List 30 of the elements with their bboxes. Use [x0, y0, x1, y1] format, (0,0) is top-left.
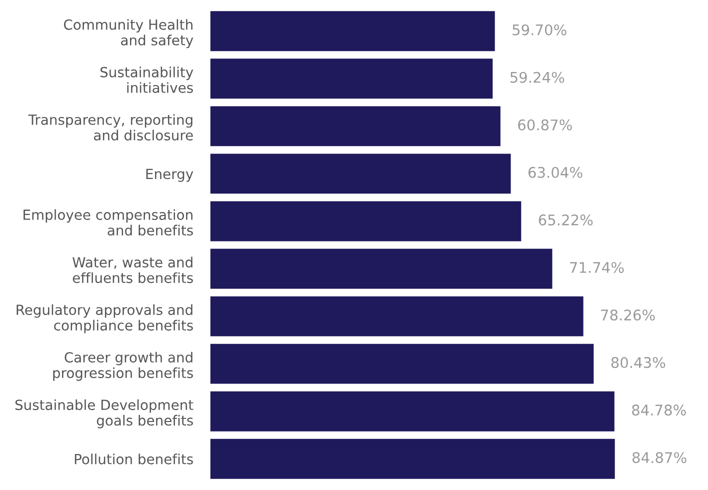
bar: [210, 344, 594, 384]
y-tick-label: Water, waste and effluents benefits: [72, 256, 193, 284]
data-label: 78.26%: [601, 309, 655, 321]
data-label: 80.43%: [611, 357, 666, 368]
y-tick-label: Employee compensation and benefits: [24, 209, 193, 236]
data-label: 59.24%: [510, 72, 564, 83]
y-tick-label: Career growth and progression benefits: [53, 352, 193, 381]
y-tick-label: Transparency, reporting and disclosure: [28, 114, 193, 140]
bar: [210, 438, 615, 479]
data-label: 65.22%: [538, 214, 593, 226]
data-label: 71.74%: [570, 262, 624, 273]
bar: [210, 391, 614, 432]
y-tick-label: Community Health and safety: [64, 19, 194, 48]
bar: [210, 11, 495, 52]
data-label: 84.87%: [632, 452, 686, 464]
y-tick-label: Regulatory approvals and compliance benefits: [16, 304, 193, 334]
y-tick-label: Sustainable Development goals benefits: [15, 399, 194, 428]
bar: [210, 248, 552, 289]
bar: [210, 201, 522, 242]
data-label: 59.70%: [512, 24, 566, 36]
y-tick-label: Pollution benefits: [74, 454, 193, 464]
y-tick-label: Energy: [146, 168, 194, 182]
bar: [210, 296, 584, 336]
bar: [210, 106, 500, 146]
bar: [210, 154, 511, 194]
data-label: 84.78%: [632, 404, 686, 416]
y-tick-label: Sustainability initiatives: [100, 66, 194, 93]
data-label: 63.04%: [528, 166, 582, 178]
data-label: 60.87%: [518, 119, 572, 130]
bar: [210, 58, 493, 99]
